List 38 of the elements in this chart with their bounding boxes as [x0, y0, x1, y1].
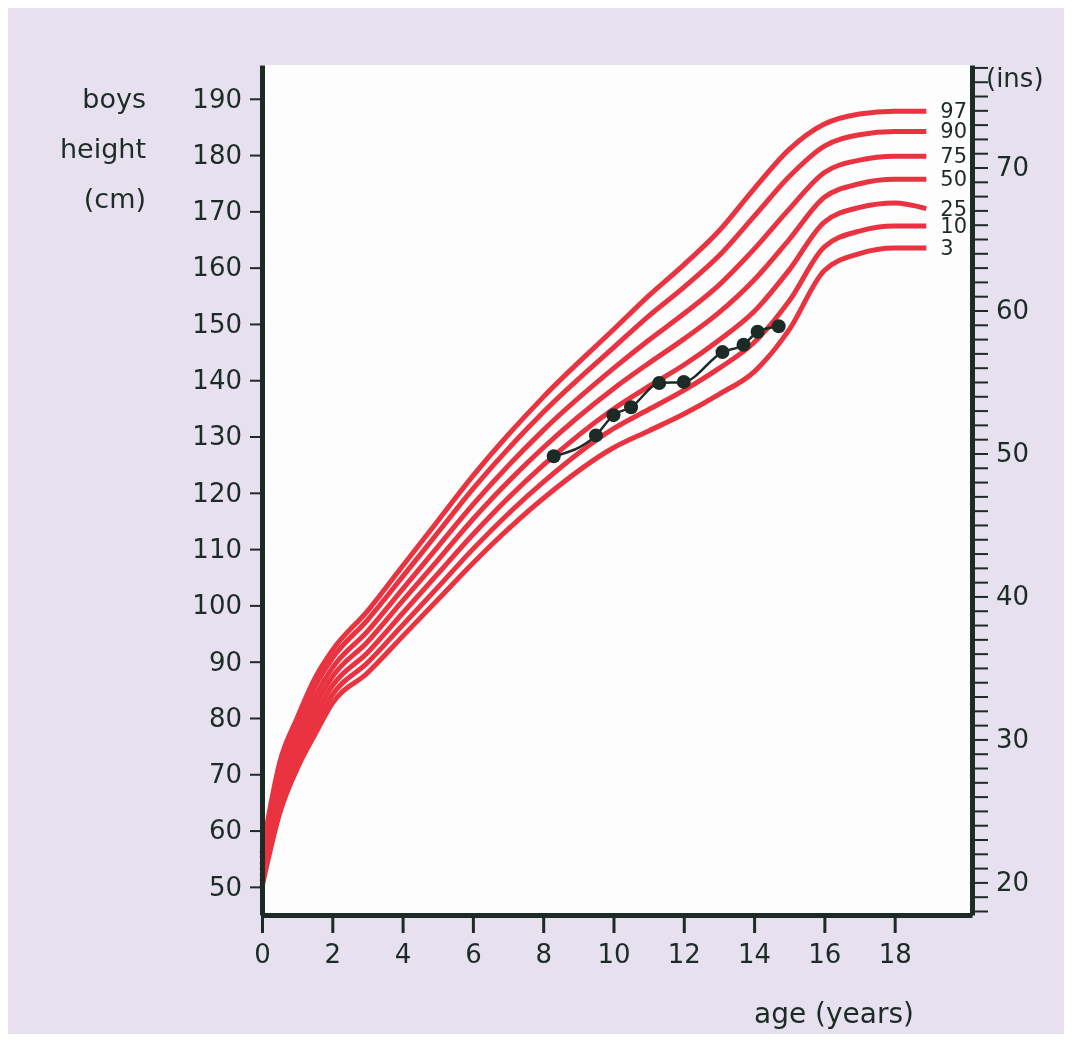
x-axis-title: age (years)	[754, 997, 914, 1030]
y-tick-label: 140	[192, 365, 242, 396]
y-axis-title: boys height (cm)	[59, 82, 146, 214]
y2-tick-label: 30	[996, 724, 1030, 755]
y-tick-label: 50	[208, 871, 242, 902]
series-label: 50	[940, 167, 968, 192]
x-tick-label: 10	[597, 939, 631, 970]
y2-tick-label: 60	[996, 295, 1030, 326]
y-tick-label: 120	[192, 477, 242, 508]
y-tick-label: 170	[192, 196, 242, 227]
y2-tick-label: 50	[996, 438, 1030, 469]
x-tick-label: 6	[465, 939, 482, 970]
y-tick-label: 180	[192, 139, 242, 170]
x-tick-label: 18	[878, 939, 912, 970]
x-tick-label: 12	[667, 939, 701, 970]
y-tick-label: 110	[192, 533, 242, 564]
y-tick-label: 90	[208, 646, 242, 677]
series-label: 75	[940, 144, 968, 169]
x-tick-label: 16	[808, 939, 842, 970]
y-tick-label: 80	[208, 702, 242, 733]
y-tick-label: 150	[192, 308, 242, 339]
x-tick-label: 0	[254, 939, 271, 970]
y-tick-label: 70	[208, 759, 242, 790]
series-label: 3	[940, 235, 954, 260]
x-tick-label: 4	[394, 939, 412, 970]
y2-tick-label: 40	[996, 581, 1030, 612]
y-tick-label: 190	[192, 83, 242, 114]
y-tick-label: 60	[208, 815, 242, 846]
x-tick-label: 14	[738, 939, 772, 970]
x-tick-label: 2	[324, 939, 342, 970]
series-label: 90	[940, 119, 968, 144]
y-tick-label: 130	[192, 421, 242, 452]
x-tick-label: 8	[535, 939, 552, 970]
y2-axis-title: (ins)	[986, 63, 1044, 93]
y2-tick-label: 20	[996, 867, 1030, 898]
y-tick-label: 160	[192, 252, 242, 283]
y-tick-label: 100	[192, 590, 242, 621]
y2-tick-label: 70	[996, 152, 1030, 183]
